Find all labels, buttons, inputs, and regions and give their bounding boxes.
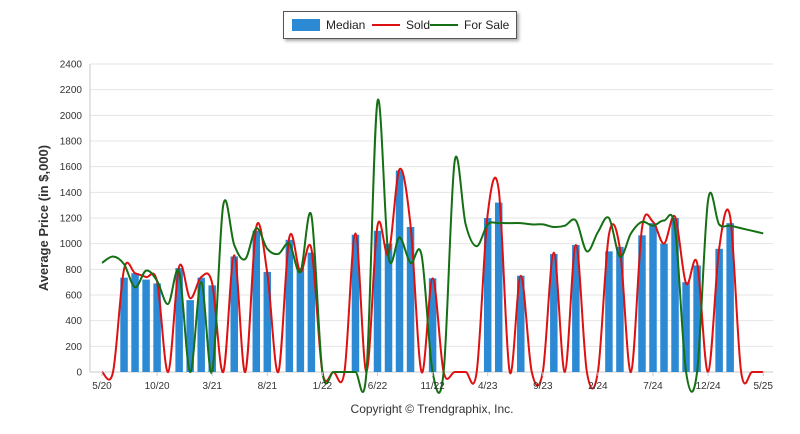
median-bar-1/25 [715, 248, 723, 372]
y-tick-label-400: 400 [65, 316, 82, 327]
x-tick-label-6-22: 6/22 [368, 381, 388, 392]
median-bar-5/21 [230, 256, 238, 372]
for-sale-line [101, 98, 764, 394]
copyright-text: Copyright © Trendgraphix, Inc. [350, 402, 514, 416]
median-bar-9/20 [142, 279, 150, 372]
x-tick-label-7-24: 7/24 [643, 381, 663, 392]
median-bar-1/21 [186, 300, 194, 372]
median-bar-12/23 [572, 244, 580, 372]
x-tick-label-4-23: 4/23 [478, 381, 498, 392]
y-tick-label-1600: 1600 [60, 162, 83, 173]
x-tick-label-1-22: 1/22 [313, 381, 333, 392]
median-bar-3/21 [208, 285, 216, 372]
sold-line [101, 167, 764, 390]
median-bar-2/21 [197, 277, 205, 372]
x-tick-label-11-22: 11/22 [420, 381, 445, 392]
median-bar-8/21 [263, 271, 272, 372]
median-bar-10/21 [285, 239, 294, 372]
y-tick-label-1000: 1000 [60, 239, 83, 250]
legend-swatch-for-sale [430, 24, 458, 26]
y-tick-label-2200: 2200 [60, 85, 83, 96]
x-tick-label-9-23: 9/23 [533, 381, 553, 392]
median-bar-12/20 [175, 268, 183, 372]
y-tick-label-1800: 1800 [60, 137, 83, 148]
median-bar-5/23 [494, 202, 503, 372]
x-axis: 5/20 10/20 3/21 8/21 1/22 6/22 11/22 4/23 9/23 2/… [92, 372, 773, 392]
legend-swatch-sold [372, 24, 400, 26]
median-bar-6/22 [373, 230, 382, 372]
median-bar-11/21 [296, 268, 305, 372]
x-tick-label-10-20: 10/20 [145, 381, 170, 392]
x-tick-label-3-21: 3/21 [202, 381, 222, 392]
y-tick-label-1400: 1400 [60, 188, 83, 199]
median-bar-4/23 [483, 218, 492, 372]
y-tick-label-200: 200 [65, 342, 82, 353]
median-bars [120, 170, 734, 372]
y-tick-label-2000: 2000 [60, 111, 83, 122]
median-bar-7/24 [649, 223, 657, 372]
median-bar-2/25 [726, 223, 734, 372]
y-tick-label-0: 0 [76, 368, 82, 379]
median-bar-9/24 [671, 218, 679, 372]
legend-swatch-median [292, 19, 320, 31]
median-bar-8/24 [660, 243, 668, 372]
median-bar-9/22 [406, 226, 415, 372]
median-bar-8/20 [131, 273, 139, 372]
legend-label-median: Median [326, 18, 366, 32]
x-tick-label-5-25: 5/25 [753, 381, 773, 392]
median-bar-10/23 [550, 253, 558, 372]
median-bar-11/22 [428, 278, 437, 372]
y-tick-label-800: 800 [65, 265, 82, 276]
median-bar-8/22 [395, 170, 404, 372]
median-bar-4/24 [616, 246, 624, 372]
legend-label-for-sale: For Sale [464, 18, 510, 32]
y-axis-label: Average Price (in $,000) [36, 145, 51, 291]
median-bar-3/24 [605, 251, 613, 372]
y-tick-label-1200: 1200 [60, 214, 83, 225]
median-bar-11/24 [693, 265, 701, 372]
y-tick-label-600: 600 [65, 291, 82, 302]
legend-label-sold: Sold [406, 18, 431, 32]
x-tick-label-8-21: 8/21 [258, 381, 278, 392]
chart-legend: Median Sold For Sale [283, 11, 517, 39]
median-bar-7/23 [517, 275, 525, 372]
median-bar-10/24 [682, 282, 690, 372]
y-tick-label-2400: 2400 [60, 60, 83, 71]
trend-lines [101, 98, 764, 394]
median-bar-6/24 [638, 235, 646, 372]
x-tick-label-5-20: 5/20 [92, 381, 112, 392]
median-bar-12/21 [307, 252, 316, 372]
median-bar-7/22 [384, 243, 393, 372]
median-bar-7/21 [252, 230, 261, 372]
median-bar-7/20 [120, 277, 128, 372]
x-tick-label-2-24: 2/24 [588, 381, 608, 392]
median-bar-10/20 [153, 283, 161, 372]
median-bar-4/22 [351, 234, 360, 372]
x-tick-label-12-24: 12/24 [696, 381, 721, 392]
